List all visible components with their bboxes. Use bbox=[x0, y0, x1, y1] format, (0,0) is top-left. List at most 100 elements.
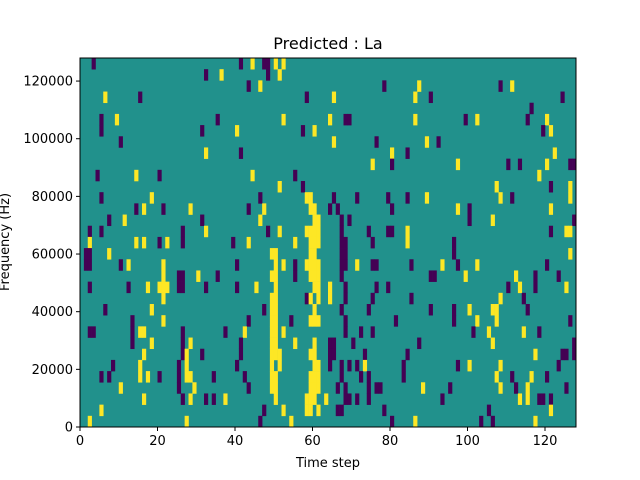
heatmap-cell-low bbox=[405, 147, 410, 159]
y-tick-label: 120000 bbox=[23, 75, 73, 90]
heatmap-cell-high bbox=[273, 281, 278, 294]
heatmap-cell-high bbox=[312, 214, 317, 227]
heatmap-cell-low bbox=[393, 315, 399, 327]
heatmap-cell-high bbox=[122, 214, 127, 227]
heatmap-cell-low bbox=[180, 270, 185, 282]
heatmap-cell-high bbox=[114, 113, 120, 126]
heatmap-cell-high bbox=[281, 113, 286, 126]
heatmap-cell-low bbox=[390, 225, 395, 238]
heatmap-cell-low bbox=[130, 326, 135, 338]
x-axis-label: Time step bbox=[295, 456, 360, 471]
heatmap-cell-low bbox=[359, 326, 364, 338]
heatmap-cell-high bbox=[308, 292, 313, 305]
heatmap-cell-high bbox=[312, 348, 317, 361]
heatmap-cell-high bbox=[250, 58, 255, 70]
heatmap-cell-high bbox=[316, 404, 321, 417]
heatmap-cell-low bbox=[176, 281, 182, 294]
heatmap-cell-high bbox=[269, 371, 275, 383]
heatmap-cell-low bbox=[343, 248, 348, 260]
heatmap-cell-high bbox=[289, 415, 294, 428]
heatmap-cell-low bbox=[107, 214, 112, 227]
heatmap-cell-low bbox=[176, 359, 182, 372]
heatmap-cell-low bbox=[242, 371, 247, 383]
heatmap-cell-low bbox=[339, 248, 344, 260]
heatmap-cell-low bbox=[537, 393, 542, 405]
heatmap-cell-high bbox=[312, 203, 317, 215]
heatmap-cell-low bbox=[370, 259, 375, 271]
heatmap-cell-high bbox=[142, 236, 147, 249]
heatmap-cell-high bbox=[510, 80, 515, 92]
heatmap-cell-low bbox=[370, 236, 375, 249]
heatmap-cell-high bbox=[242, 326, 247, 338]
heatmap-cell-high bbox=[293, 236, 298, 249]
heatmap-cell-high bbox=[269, 248, 275, 260]
heatmap-cell-low bbox=[157, 236, 162, 249]
heatmap-cell-high bbox=[204, 225, 209, 238]
heatmap-cell-low bbox=[366, 393, 371, 405]
heatmap-cell-low bbox=[91, 326, 96, 338]
heatmap-cell-low bbox=[355, 192, 360, 204]
heatmap-cell-high bbox=[138, 371, 143, 383]
heatmap-cell-low bbox=[293, 169, 298, 182]
heatmap-cell-low bbox=[545, 371, 550, 383]
heatmap-cell-high bbox=[293, 337, 298, 350]
heatmap-cell-low bbox=[355, 393, 360, 405]
heatmap-cell-low bbox=[351, 337, 356, 350]
heatmap-cell-low bbox=[262, 58, 267, 70]
heatmap-cell-high bbox=[184, 415, 189, 428]
heatmap-cell-low bbox=[180, 337, 185, 350]
heatmap-cell-high bbox=[548, 125, 554, 137]
heatmap-cell-high bbox=[517, 281, 523, 294]
heatmap-cell-high bbox=[161, 281, 166, 294]
heatmap-cell-low bbox=[180, 326, 185, 338]
heatmap-cell-low bbox=[560, 91, 565, 104]
heatmap-cell-high bbox=[568, 248, 573, 260]
heatmap-cell-low bbox=[111, 359, 116, 372]
heatmap-cell-low bbox=[235, 281, 240, 294]
heatmap-cell-high bbox=[223, 393, 228, 405]
x-tick-label: 60 bbox=[304, 434, 321, 449]
heatmap-cell-high bbox=[316, 359, 321, 372]
heatmap-cell-low bbox=[339, 304, 344, 316]
heatmap-cell-high bbox=[355, 259, 360, 271]
heatmap-cell-low bbox=[347, 359, 352, 372]
heatmap-cell-low bbox=[223, 326, 228, 338]
heatmap-cell-high bbox=[494, 181, 499, 193]
heatmap-cell-low bbox=[386, 192, 391, 204]
heatmap-cell-low bbox=[335, 382, 340, 394]
heatmap-cell-low bbox=[510, 371, 515, 383]
heatmap-cell-high bbox=[490, 337, 495, 350]
heatmap-cell-low bbox=[564, 382, 569, 394]
heatmap-cell-low bbox=[440, 393, 445, 405]
heatmap-cell-low bbox=[262, 304, 267, 316]
heatmap-cell-low bbox=[366, 382, 371, 394]
heatmap-cell-high bbox=[312, 371, 317, 383]
heatmap-cell-high bbox=[258, 80, 263, 92]
heatmap-cell-high bbox=[149, 337, 154, 350]
heatmap-cell-high bbox=[281, 58, 286, 70]
heatmap-cell-high bbox=[568, 225, 573, 238]
heatmap-cell-high bbox=[312, 382, 317, 394]
heatmap-cell-high bbox=[525, 382, 530, 394]
heatmap-cell-low bbox=[409, 259, 414, 271]
heatmap-cell-low bbox=[215, 270, 220, 282]
heatmap-cell-low bbox=[374, 281, 379, 294]
heatmap-cell-low bbox=[525, 304, 530, 316]
heatmap-cell-low bbox=[486, 404, 492, 417]
heatmap-cell-low bbox=[180, 236, 185, 249]
heatmap-cell-high bbox=[277, 181, 282, 193]
heatmap-cell-high bbox=[269, 348, 275, 361]
heatmap-cell-low bbox=[215, 113, 220, 126]
heatmap-area bbox=[80, 58, 577, 428]
heatmap-cell-low bbox=[304, 91, 309, 104]
heatmap-cell-high bbox=[331, 91, 337, 104]
heatmap-cell-high bbox=[308, 393, 313, 405]
heatmap-cell-high bbox=[308, 371, 313, 383]
x-tick-label: 0 bbox=[76, 434, 84, 449]
heatmap-cell-low bbox=[560, 348, 565, 361]
heatmap-cell-low bbox=[374, 259, 379, 271]
heatmap-cell-low bbox=[572, 337, 577, 350]
heatmap-cell-high bbox=[331, 136, 337, 148]
heatmap-cell-high bbox=[138, 359, 143, 372]
